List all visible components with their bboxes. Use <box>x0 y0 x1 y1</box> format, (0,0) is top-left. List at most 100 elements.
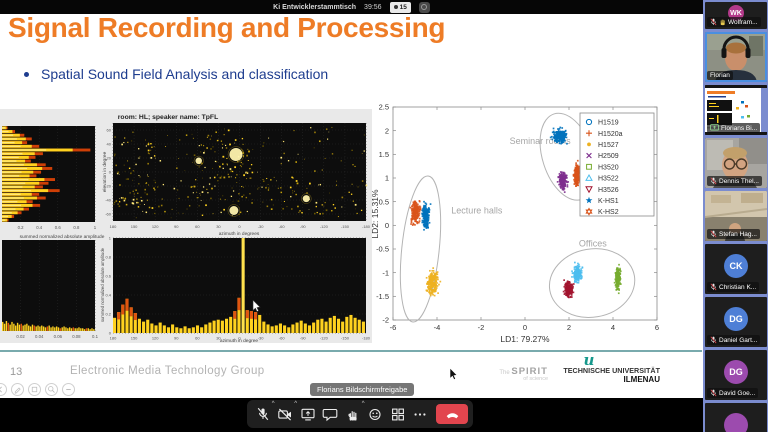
scatter-cluster-H3520 <box>613 263 622 295</box>
svg-text:20: 20 <box>107 156 112 161</box>
apps-button[interactable] <box>387 402 409 426</box>
svg-text:-40: -40 <box>105 198 112 203</box>
participant-name: Daniel Gart... <box>707 335 761 345</box>
participant-tile-dennis-thel[interactable]: Dennis Thel... <box>705 138 767 188</box>
participant-tile-daniel-gart[interactable]: DG Daniel Gart... <box>705 297 767 347</box>
svg-text:0: 0 <box>385 221 389 230</box>
svg-text:0.2: 0.2 <box>105 312 111 317</box>
svg-text:90: 90 <box>174 224 179 229</box>
presenter-cursor <box>252 300 261 313</box>
apps-grid-icon <box>391 408 404 420</box>
legend-item: H1520a <box>598 131 623 138</box>
page-number: 13 <box>10 366 23 378</box>
reactions-button[interactable] <box>365 402 387 426</box>
spirit-of-science-logo: The SPIRIT of science <box>496 367 548 383</box>
reactions-icon <box>369 408 381 420</box>
svg-text:-20: -20 <box>105 184 112 189</box>
participant-tile-florian[interactable]: Florian <box>705 32 767 82</box>
raise-hand-icon <box>348 410 357 421</box>
svg-text:0: 0 <box>523 323 527 332</box>
participant-name: Florians Bi... <box>707 123 761 133</box>
svg-text:-180: -180 <box>362 224 371 229</box>
svg-text:60: 60 <box>107 128 112 133</box>
university-name: TECHNISCHE UNIVERSITÄT <box>563 366 660 375</box>
svg-text:60: 60 <box>195 336 200 341</box>
share-screen-button[interactable] <box>297 402 319 426</box>
svg-text:30: 30 <box>216 224 221 229</box>
svg-text:30: 30 <box>216 336 221 341</box>
legend-item: H1527 <box>598 142 619 149</box>
legend-item: H1519 <box>598 120 619 127</box>
svg-text:1: 1 <box>385 174 389 183</box>
video-options-chevron[interactable]: ^ <box>294 401 298 407</box>
svg-text:150: 150 <box>131 336 138 341</box>
svg-text:0: 0 <box>109 331 112 336</box>
svg-text:150: 150 <box>131 224 138 229</box>
svg-text:0.8: 0.8 <box>105 255 111 260</box>
participant-tile-david-goe[interactable]: DG David Goe... <box>705 350 767 400</box>
share-screen-icon <box>301 408 315 420</box>
participant-tile-stefan-hag[interactable]: Stefan Hag... <box>705 191 767 241</box>
legend-item: K-HS1 <box>598 198 619 205</box>
participant-name: Dennis Thel... <box>707 176 762 186</box>
svg-text:elevation in degree: elevation in degree <box>102 151 108 192</box>
participants-badge[interactable]: 15 <box>389 1 411 13</box>
highlighter-tool-button[interactable] <box>28 383 41 396</box>
mic-options-chevron[interactable]: ^ <box>271 401 275 407</box>
prev-slide-button[interactable] <box>0 383 7 396</box>
svg-text:90: 90 <box>174 336 179 341</box>
bullet-icon <box>24 71 29 77</box>
reactions-chevron[interactable]: ^ <box>361 401 365 407</box>
legend-item: K-HS2 <box>598 209 619 216</box>
raise-hand-button[interactable]: ^ <box>342 401 365 426</box>
mic-button[interactable]: ^ <box>252 401 275 426</box>
participants-sidebar: WK Wolfram... Florian Florians Bi... Dennis … <box>703 0 768 432</box>
spirit-the: The <box>499 370 510 376</box>
university-logo: u TECHNISCHE UNIVERSITÄT ILMENAU <box>552 351 660 385</box>
svg-text:-1.5: -1.5 <box>376 292 389 301</box>
share-banner: Florians Bildschirmfreigabe <box>310 383 415 396</box>
svg-text:0.06: 0.06 <box>54 334 63 339</box>
scatter-cluster-H2509 <box>556 171 570 193</box>
status-indicator-icon[interactable] <box>418 1 430 13</box>
svg-text:1: 1 <box>94 225 97 230</box>
svg-text:0.5: 0.5 <box>379 197 389 206</box>
spirit-main: SPIRIT <box>511 366 548 377</box>
svg-text:-60: -60 <box>105 212 112 217</box>
participant-name: Stefan Hag... <box>707 229 760 239</box>
svg-text:6: 6 <box>655 323 659 332</box>
more-button[interactable] <box>410 402 432 426</box>
university-city: ILMENAU <box>623 375 660 385</box>
legend-item: H3526 <box>598 187 619 194</box>
cluster-label: Offices <box>579 239 607 249</box>
participant-tile-florians-bi[interactable]: Florians Bi... <box>705 85 767 135</box>
slide-bullet: Spatial Sound Field Analysis and classif… <box>41 66 329 82</box>
participant-tile-wolfram[interactable]: WK Wolfram... <box>705 2 767 29</box>
meeting-timer: 39:56 <box>364 3 382 11</box>
participant-name: David Goe... <box>707 388 759 398</box>
participant-name: Christian K... <box>707 282 760 292</box>
svg-text:0.04: 0.04 <box>35 334 44 339</box>
svg-text:0.02: 0.02 <box>16 334 25 339</box>
meeting-toolbar: ^ ^ ^ <box>247 400 473 428</box>
pen-tool-button[interactable] <box>11 383 24 396</box>
participant-tile-christian-k[interactable]: CK Christian K... <box>705 244 767 294</box>
svg-text:-30: -30 <box>258 224 265 229</box>
participant-tile-partial[interactable] <box>705 403 767 432</box>
lda-scatter-chart: -6 -4 -2 0 2 4 6 -2 -1.5 -1 -0.5 0 0.5 1 1.5 2 2.5 Semina… <box>370 103 659 344</box>
end-call-button[interactable] <box>436 404 468 424</box>
scatter-cluster-H3526 <box>562 279 575 299</box>
svg-text:summed normalized absolute amp: summed normalized absolute amplitude <box>100 247 105 322</box>
meeting-title: Ki Entwicklerstammtisch <box>273 3 357 11</box>
svg-text:180: 180 <box>110 224 117 229</box>
svg-text:1.5: 1.5 <box>379 150 389 159</box>
video-button[interactable]: ^ <box>275 401 298 426</box>
scatter-cluster-H1520a <box>572 159 582 187</box>
legend-item: H2509 <box>598 153 619 160</box>
svg-text:azimuth in degrees: azimuth in degrees <box>219 231 260 237</box>
svg-text:120: 120 <box>152 336 159 341</box>
zoom-tool-button[interactable] <box>45 383 58 396</box>
x-axis-label: LD1: 79.27% <box>500 334 550 344</box>
more-tools-button[interactable] <box>62 383 75 396</box>
chat-button[interactable] <box>320 402 342 426</box>
